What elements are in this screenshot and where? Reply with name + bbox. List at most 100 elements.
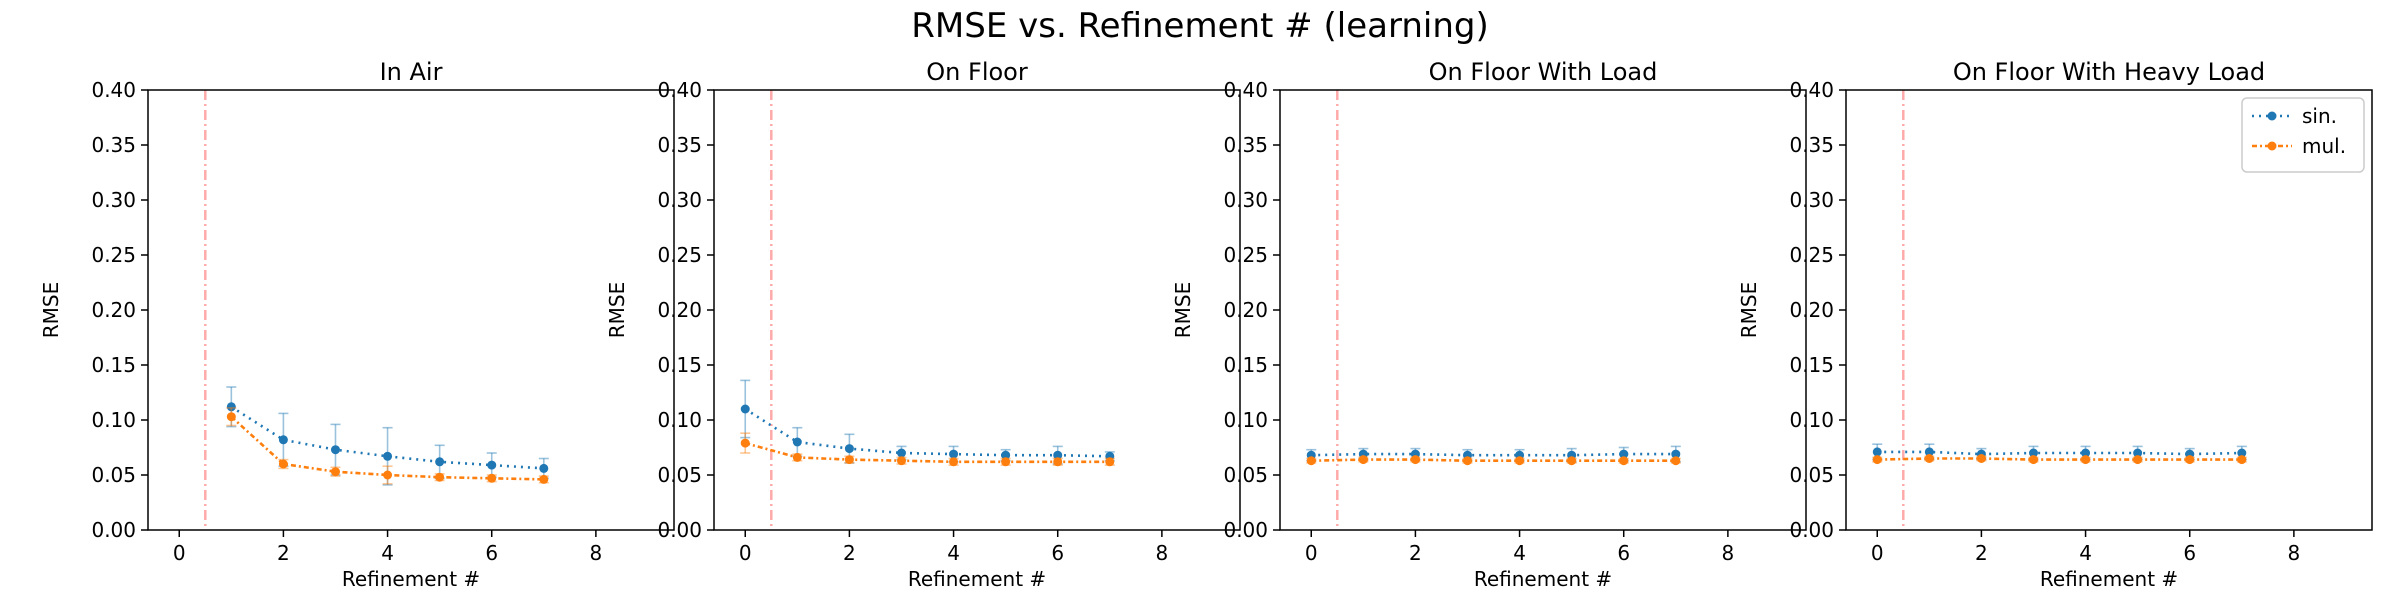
y-tick-label: 0.25 — [91, 243, 136, 267]
data-point — [2028, 455, 2038, 465]
y-tick-label: 0.40 — [657, 78, 702, 102]
data-point — [896, 456, 906, 466]
series-line-mul — [1877, 457, 2242, 461]
plot-frame — [713, 89, 1241, 531]
x-tick-label: 2 — [1975, 541, 1988, 565]
chart-panel-3: On Floor With Load 0.00 0.05 0.10 0.15 0.20 0.… — [1171, 58, 1807, 591]
data-point — [1001, 457, 1011, 467]
y-tick-label: 0.20 — [1223, 298, 1268, 322]
data-point — [383, 451, 393, 461]
y-tick-label: 0.25 — [1223, 243, 1268, 267]
chart-title: On Floor — [926, 58, 1028, 86]
y-axis-label: RMSE — [1737, 282, 1761, 338]
y-tick-label: 0.25 — [657, 243, 702, 267]
chart-title: On Floor With Heavy Load — [1953, 58, 2265, 86]
data-point — [1515, 456, 1525, 466]
data-point — [435, 472, 445, 482]
y-axis-label: RMSE — [1171, 282, 1195, 338]
x-tick-label: 8 — [1722, 541, 1735, 565]
data-point — [1567, 456, 1577, 466]
data-point — [1872, 447, 1882, 457]
data-point — [896, 448, 906, 458]
y-tick-label: 0.35 — [91, 133, 136, 157]
data-point — [1358, 455, 1368, 465]
series-line-sin — [1877, 450, 2242, 456]
x-tick-label: 8 — [590, 541, 603, 565]
data-point — [1671, 456, 1681, 466]
x-axis-label: Refinement # — [342, 567, 480, 591]
chart-title: In Air — [380, 58, 443, 86]
data-point — [792, 437, 802, 447]
x-axis-label: Refinement # — [908, 567, 1046, 591]
data-point — [226, 412, 236, 422]
x-tick-label: 0 — [1305, 541, 1318, 565]
data-point — [539, 463, 549, 473]
data-point — [1053, 457, 1063, 467]
data-point — [1105, 457, 1115, 467]
y-tick-label: 0.30 — [91, 188, 136, 212]
plot-frame — [1279, 89, 1807, 531]
x-axis-label: Refinement # — [2040, 567, 2178, 591]
y-tick-label: 0.30 — [657, 188, 702, 212]
x-tick-label: 6 — [485, 541, 498, 565]
data-point — [539, 474, 549, 484]
x-tick-label: 2 — [843, 541, 856, 565]
data-point — [1872, 455, 1882, 465]
y-tick-label: 0.10 — [91, 408, 136, 432]
y-tick-label: 0.40 — [1223, 78, 1268, 102]
y-tick-label: 0.30 — [1789, 188, 1834, 212]
data-point — [949, 449, 959, 459]
y-tick-label: 0.35 — [657, 133, 702, 157]
y-tick-label: 0.40 — [1789, 78, 1834, 102]
data-point — [1619, 449, 1629, 459]
plot-frame — [147, 89, 675, 531]
x-tick-label: 8 — [2288, 541, 2301, 565]
y-tick-label: 0.10 — [657, 408, 702, 432]
data-point — [1619, 456, 1629, 466]
series-line-sin — [1311, 452, 1676, 457]
y-tick-label: 0.15 — [1789, 353, 1834, 377]
x-tick-label: 4 — [947, 541, 960, 565]
y-tick-label: 0.20 — [1789, 298, 1834, 322]
data-point — [2133, 448, 2143, 458]
x-tick-label: 2 — [1409, 541, 1422, 565]
legend-swatch-marker — [2267, 141, 2277, 151]
data-point — [2237, 448, 2247, 458]
y-tick-label: 0.40 — [91, 78, 136, 102]
data-point — [2028, 448, 2038, 458]
data-point — [1410, 455, 1420, 465]
data-point — [1306, 456, 1316, 466]
y-tick-label: 0.00 — [1789, 518, 1834, 542]
chart-title: On Floor With Load — [1429, 58, 1658, 86]
data-point — [383, 470, 393, 480]
y-tick-label: 0.00 — [657, 518, 702, 542]
x-tick-label: 2 — [277, 541, 290, 565]
y-tick-label: 0.25 — [1789, 243, 1834, 267]
y-tick-label: 0.15 — [1223, 353, 1268, 377]
chart-panel-2: On Floor 0.00 0.05 0.10 0.15 0.20 0.25 0.30 0.35… — [605, 58, 1241, 591]
data-point — [487, 460, 497, 470]
data-point — [278, 435, 288, 445]
data-point — [278, 459, 288, 469]
y-tick-label: 0.20 — [657, 298, 702, 322]
data-point — [844, 444, 854, 454]
data-point — [330, 467, 340, 477]
data-point — [2237, 455, 2247, 465]
series-line-mul — [1311, 458, 1676, 463]
data-point — [435, 457, 445, 467]
x-tick-label: 0 — [1871, 541, 1884, 565]
x-axis-label: Refinement # — [1474, 567, 1612, 591]
x-tick-label: 8 — [1156, 541, 1169, 565]
data-point — [2133, 455, 2143, 465]
y-tick-label: 0.00 — [1223, 518, 1268, 542]
data-point — [792, 452, 802, 462]
data-point — [740, 438, 750, 448]
y-tick-label: 0.15 — [657, 353, 702, 377]
x-tick-label: 0 — [173, 541, 186, 565]
data-point — [844, 455, 854, 465]
x-tick-label: 4 — [381, 541, 394, 565]
x-tick-label: 6 — [1617, 541, 1630, 565]
y-tick-label: 0.35 — [1789, 133, 1834, 157]
data-point — [2081, 448, 2091, 458]
